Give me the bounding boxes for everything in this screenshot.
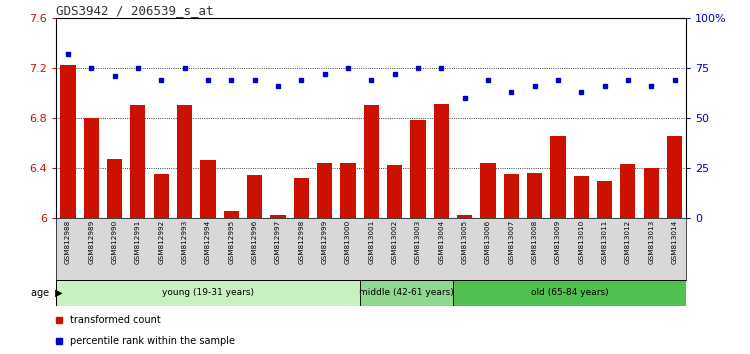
- Bar: [550, 136, 566, 218]
- Bar: [84, 118, 99, 218]
- Bar: [574, 176, 589, 218]
- Bar: [154, 174, 169, 218]
- Bar: [317, 163, 332, 218]
- Text: GSM813000: GSM813000: [345, 220, 351, 264]
- Text: GSM813003: GSM813003: [415, 220, 421, 264]
- Text: GSM812996: GSM812996: [251, 220, 257, 264]
- Bar: [247, 175, 262, 218]
- Text: GSM812998: GSM812998: [298, 220, 304, 264]
- Text: age: age: [32, 288, 53, 298]
- Bar: [667, 136, 682, 218]
- Text: GSM813010: GSM813010: [578, 220, 584, 264]
- Bar: [453, 280, 686, 306]
- Text: GSM813013: GSM813013: [648, 220, 654, 264]
- Text: GSM813001: GSM813001: [368, 220, 374, 264]
- Bar: [359, 280, 453, 306]
- Text: GSM813005: GSM813005: [461, 220, 467, 264]
- Bar: [387, 165, 402, 218]
- Bar: [597, 182, 612, 218]
- Text: GSM812992: GSM812992: [158, 220, 164, 264]
- Bar: [527, 173, 542, 218]
- Text: ▶: ▶: [53, 288, 63, 298]
- Text: GSM813007: GSM813007: [509, 220, 515, 264]
- Bar: [410, 120, 425, 218]
- Text: GSM812989: GSM812989: [88, 220, 94, 264]
- Text: percentile rank within the sample: percentile rank within the sample: [70, 336, 235, 346]
- Bar: [457, 215, 472, 218]
- Bar: [340, 163, 356, 218]
- Text: GSM812995: GSM812995: [228, 220, 234, 264]
- Bar: [644, 168, 658, 218]
- Bar: [177, 105, 192, 218]
- Bar: [56, 280, 359, 306]
- Text: GSM812990: GSM812990: [112, 220, 118, 264]
- Text: GSM813014: GSM813014: [671, 220, 677, 264]
- Text: GSM812994: GSM812994: [205, 220, 211, 264]
- Text: GSM813008: GSM813008: [532, 220, 538, 264]
- Bar: [294, 178, 309, 218]
- Text: GSM812997: GSM812997: [275, 220, 281, 264]
- Bar: [107, 159, 122, 218]
- Bar: [60, 65, 76, 218]
- Text: old (65-84 years): old (65-84 years): [531, 289, 608, 297]
- Text: GSM812993: GSM812993: [182, 220, 188, 264]
- Bar: [480, 163, 496, 218]
- Text: GSM813002: GSM813002: [392, 220, 398, 264]
- Bar: [504, 174, 519, 218]
- Text: transformed count: transformed count: [70, 315, 160, 325]
- Bar: [620, 164, 635, 218]
- Text: GSM813009: GSM813009: [555, 220, 561, 264]
- Bar: [270, 215, 286, 218]
- Text: GSM813011: GSM813011: [602, 220, 608, 264]
- Text: GSM812991: GSM812991: [135, 220, 141, 264]
- Bar: [364, 105, 379, 218]
- Text: GSM813006: GSM813006: [485, 220, 491, 264]
- Text: young (19-31 years): young (19-31 years): [162, 289, 254, 297]
- Text: GSM813012: GSM813012: [625, 220, 631, 264]
- Text: GSM812988: GSM812988: [65, 220, 71, 264]
- Text: GSM813004: GSM813004: [438, 220, 444, 264]
- Bar: [130, 105, 146, 218]
- Text: GSM812999: GSM812999: [322, 220, 328, 264]
- Bar: [224, 211, 238, 218]
- Text: GDS3942 / 206539_s_at: GDS3942 / 206539_s_at: [56, 4, 214, 17]
- Bar: [200, 160, 215, 218]
- Bar: [433, 104, 448, 218]
- Text: middle (42-61 years): middle (42-61 years): [358, 289, 454, 297]
